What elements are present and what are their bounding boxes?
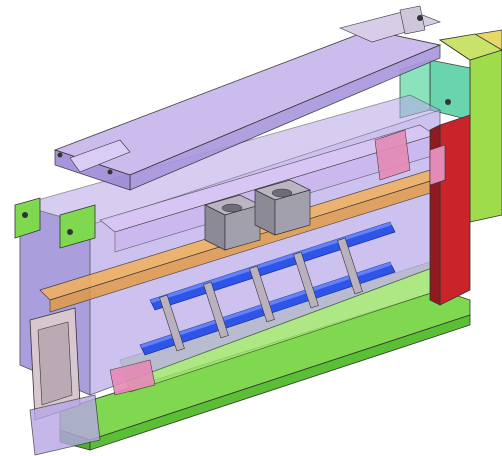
pink-bracket (109, 129, 411, 396)
stepper-motor (204, 194, 261, 251)
roller-holder (159, 237, 363, 352)
red-side-panel (429, 114, 471, 306)
bolt-holes (22, 15, 451, 235)
right-end-block (438, 29, 502, 223)
top-cover-plate (53, 5, 442, 191)
stepper-motor (254, 179, 311, 236)
left-end-frame (14, 197, 101, 456)
